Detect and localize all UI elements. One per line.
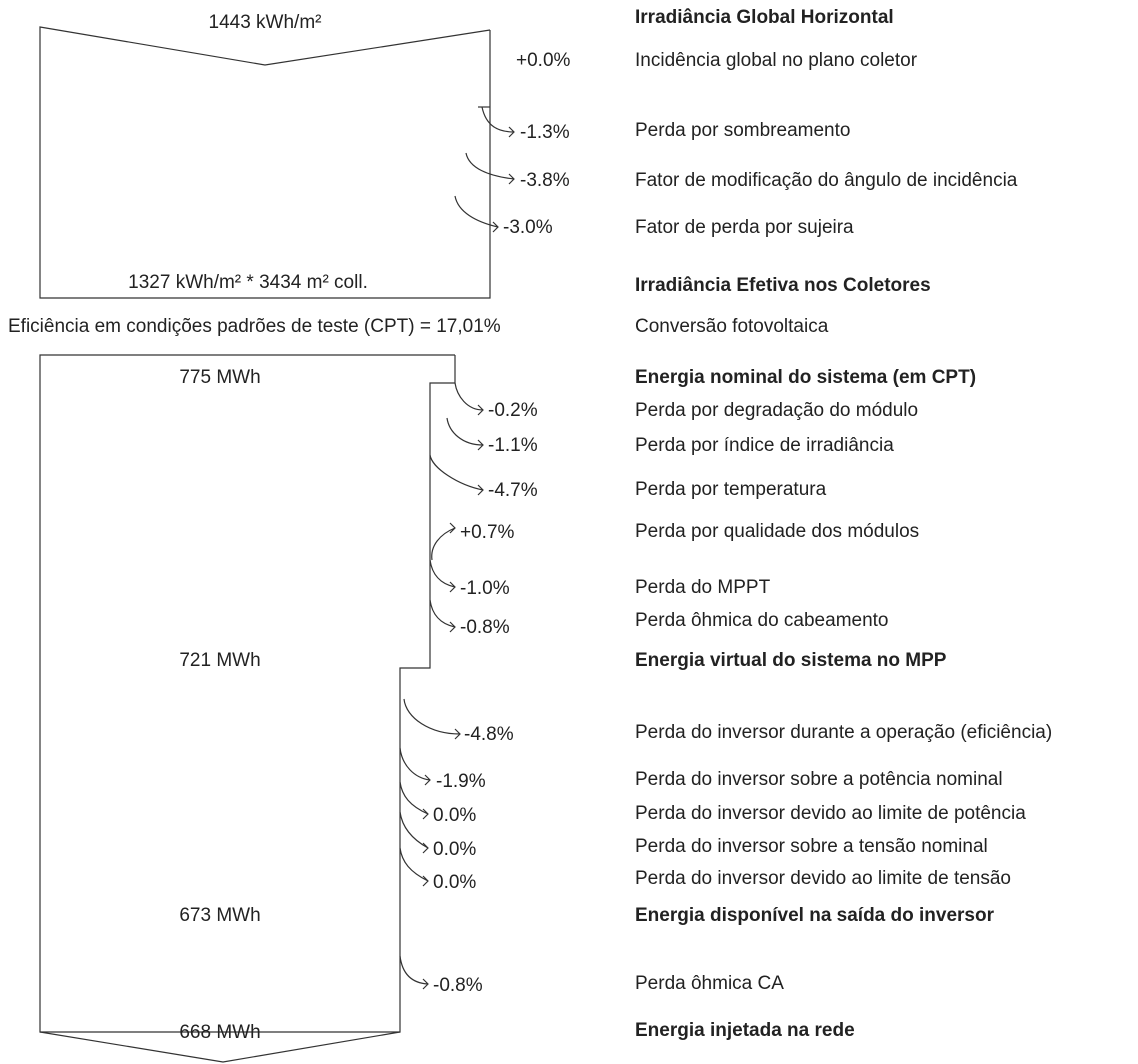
loss-pct: 0.0% <box>433 805 477 826</box>
loss-pct: -1.9% <box>436 771 486 792</box>
value-grid: 668 MWh <box>179 1022 261 1043</box>
stage-nominal: Energia nominal do sistema (em CPT) <box>635 367 977 388</box>
value-virtual: 721 MWh <box>179 650 261 671</box>
loss-label: Perda ôhmica CA <box>635 973 784 994</box>
loss-pct: -0.2% <box>488 400 538 421</box>
loss-pct: -0.8% <box>460 617 510 638</box>
loss-label: Perda por sombreamento <box>635 120 851 141</box>
loss-label: Perda do inversor devido ao limite de te… <box>635 868 1012 889</box>
loss-pct: -4.7% <box>488 480 538 501</box>
loss-label: Perda do MPPT <box>635 577 771 598</box>
loss-pct: -1.1% <box>488 435 538 456</box>
loss-label: Perda por qualidade dos módulos <box>635 521 920 542</box>
value-effective: 1327 kWh/m² * 3434 m² coll. <box>128 272 368 293</box>
stage-conversion: Conversão fotovoltaica <box>635 316 829 337</box>
efficiency-label: Eficiência em condições padrões de teste… <box>8 316 501 337</box>
loss-label: Fator de modificação do ângulo de incidê… <box>635 170 1018 191</box>
energy-block-outline <box>39 354 456 1033</box>
loss-label: Perda por temperatura <box>635 479 827 500</box>
loss-label: Perda do inversor devido ao limite de po… <box>635 803 1026 824</box>
stage-grid: Energia injetada na rede <box>635 1020 855 1041</box>
loss-pct: -3.8% <box>520 170 570 191</box>
loss-label: Perda ôhmica do cabeamento <box>635 610 889 631</box>
loss-pct: +0.7% <box>460 522 515 543</box>
loss-pct: +0.0% <box>516 50 571 71</box>
stage-available: Energia disponível na saída do inversor <box>635 905 994 926</box>
loss-label: Perda do inversor sobre a tensão nominal <box>635 836 988 857</box>
loss-pct: -3.0% <box>503 217 553 238</box>
energy-block-arrow <box>39 1031 401 1063</box>
loss-label: Incidência global no plano coletor <box>635 50 918 71</box>
value-ghi: 1443 kWh/m² <box>208 12 322 33</box>
loss-label: Perda por índice de irradiância <box>635 435 894 456</box>
value-available: 673 MWh <box>179 905 261 926</box>
irradiance-block-outline <box>39 26 491 299</box>
loss-label: Perda por degradação do módulo <box>635 400 919 421</box>
loss-pct: -4.8% <box>464 724 514 745</box>
loss-label: Perda do inversor sobre a potência nomin… <box>635 769 1003 790</box>
loss-pct: -1.3% <box>520 122 570 143</box>
loss-pct: -0.8% <box>433 975 483 996</box>
loss-pct: 0.0% <box>433 872 477 893</box>
loss-label: Fator de perda por sujeira <box>635 217 854 238</box>
stage-virtual: Energia virtual do sistema no MPP <box>635 650 947 671</box>
loss-pct: 0.0% <box>433 839 477 860</box>
stage-ghi: Irradiância Global Horizontal <box>635 7 894 28</box>
value-nominal: 775 MWh <box>179 367 261 388</box>
loss-label: Perda do inversor durante a operação (ef… <box>635 722 1053 743</box>
stage-effective: Irradiância Efetiva nos Coletores <box>635 275 931 296</box>
loss-arrows <box>399 106 515 990</box>
loss-pct: -1.0% <box>460 578 510 599</box>
